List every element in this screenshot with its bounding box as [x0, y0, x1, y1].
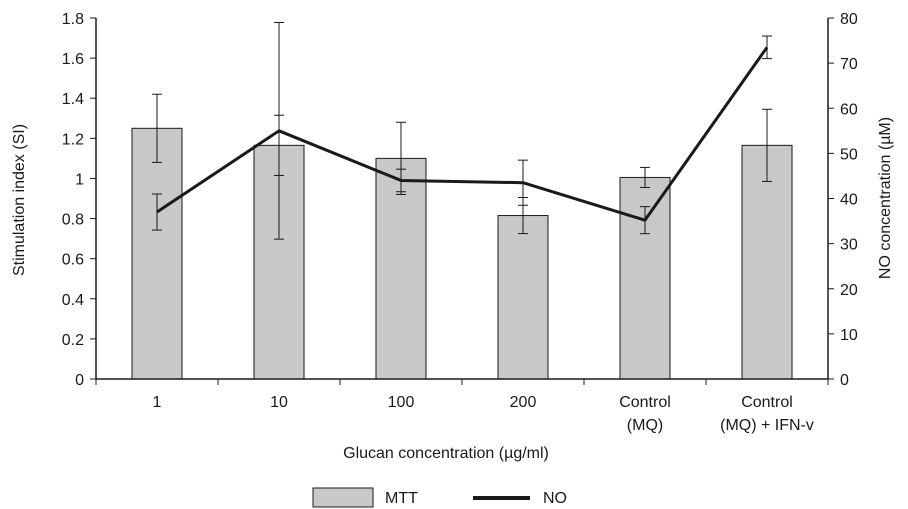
x-tick-label: 100: [388, 394, 415, 411]
error-bar-no: [152, 193, 162, 231]
y-tick-label-right: 30: [840, 237, 858, 254]
x-tick-label: 200: [510, 394, 537, 411]
legend-label-no: NO: [543, 490, 567, 507]
x-tick-label-line: 10: [270, 394, 288, 411]
x-tick-label: 10: [270, 394, 288, 411]
y-tick-label-left: 1.6: [62, 51, 84, 68]
x-tick-label-line: 100: [388, 394, 415, 411]
error-bar-no: [396, 168, 406, 193]
line-no: [156, 46, 769, 222]
y-tick-label-left: 0.2: [62, 332, 84, 349]
y-tick-label-right: 70: [840, 56, 858, 73]
axes-layer: [95, 18, 829, 380]
y-tick-label-left: 0.6: [62, 252, 84, 269]
error-bar-no: [518, 159, 528, 206]
y-tick-label-right: 60: [840, 101, 858, 118]
bar-mtt: [741, 144, 793, 380]
y-tick-label-right: 40: [840, 192, 858, 209]
y-tick-label-right: 80: [840, 11, 858, 28]
bars-layer: [131, 127, 793, 380]
x-tick-label-line: (MQ) + IFN-v: [720, 417, 814, 434]
legend: MTT NO: [312, 487, 567, 508]
y-tick-label-left: 0: [75, 372, 84, 389]
labels-layer: 1 10 100 200 Control (MQ)Control (MQ) + IFN-vG…: [11, 117, 894, 462]
x-tick-label: Control (MQ): [619, 394, 671, 434]
y-tick-label-left: 1.2: [62, 131, 84, 148]
y-tick-label-left: 1.4: [62, 91, 84, 108]
y-axis-title-right: NO concentration (µM): [877, 117, 894, 279]
y-tick-label-left: 1: [75, 171, 84, 188]
y-tick-label-right: 20: [840, 282, 858, 299]
y-tick-label-left: 1.8: [62, 11, 84, 28]
bar-mtt: [375, 157, 427, 380]
x-tick-label-line: Control: [619, 394, 671, 411]
x-tick-label-line: 200: [510, 394, 537, 411]
legend-label-mtt: MTT: [385, 490, 418, 507]
y-tick-label-right: 0: [840, 372, 849, 389]
line-layer: [156, 46, 769, 222]
error-bar-no: [640, 206, 650, 235]
line-error-layer: [152, 22, 772, 240]
y-tick-label-right: 10: [840, 327, 858, 344]
bar-mtt: [497, 215, 549, 380]
error-bar-mtt: [640, 166, 650, 188]
y-tick-label-left: 0.8: [62, 212, 84, 229]
x-tick-label-line: (MQ): [627, 417, 663, 434]
y-tick-label-left: 0.4: [62, 292, 84, 309]
y-axis-title-left: Stimulation index (SI): [11, 124, 28, 276]
legend-swatch-mtt: [312, 487, 374, 508]
ticks-layer: 0 0.2 0.4 0.6 0.8 1 1.2 1.4 1.6 1.8 0 10 20 30 40 50 60 7…: [62, 11, 858, 389]
x-tick-label: 1: [153, 394, 162, 411]
error-bar-mtt: [762, 108, 772, 182]
legend-item-mtt: MTT: [312, 487, 418, 508]
x-tick-label-line: 1: [153, 394, 162, 411]
error-bar-no: [274, 22, 284, 240]
bar-error-layer: [152, 93, 772, 235]
y-tick-label-right: 50: [840, 146, 858, 163]
x-tick-label: Control (MQ) + IFN-v: [720, 394, 814, 434]
legend-item-no: NO: [473, 490, 567, 507]
x-tick-label-line: Control: [741, 394, 793, 411]
x-axis-title: Glucan concentration (µg/ml): [343, 445, 549, 462]
bar-mtt: [131, 127, 183, 380]
error-bar-no: [762, 35, 772, 60]
error-bar-mtt: [152, 93, 162, 163]
